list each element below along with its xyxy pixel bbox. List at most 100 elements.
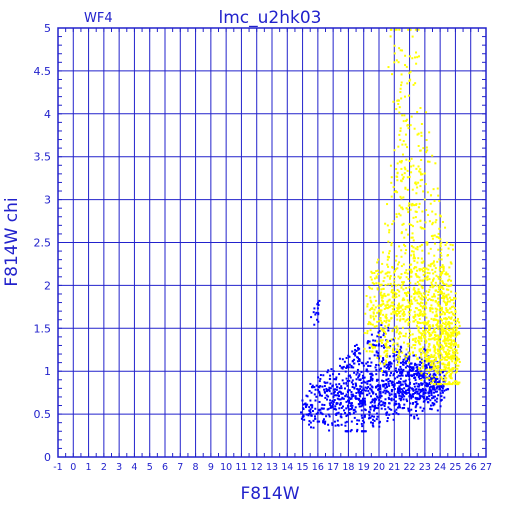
blue-point xyxy=(370,333,373,336)
yellow-point xyxy=(426,275,429,278)
blue-point xyxy=(335,378,338,381)
yellow-point xyxy=(391,285,394,288)
yellow-point xyxy=(415,299,418,302)
yellow-point xyxy=(422,260,425,263)
yellow-point xyxy=(376,356,379,359)
blue-point xyxy=(397,381,400,384)
x-tick-label: 7 xyxy=(177,462,183,473)
blue-point xyxy=(345,366,348,369)
blue-point xyxy=(341,405,344,408)
yellow-point xyxy=(443,323,446,326)
yellow-point xyxy=(415,266,418,269)
yellow-point xyxy=(439,313,442,316)
yellow-point xyxy=(434,289,437,292)
yellow-point xyxy=(418,292,421,295)
yellow-point xyxy=(396,175,399,178)
blue-point xyxy=(350,402,353,405)
yellow-point xyxy=(416,220,419,223)
blue-point xyxy=(416,397,419,400)
yellow-point xyxy=(437,352,440,355)
blue-point xyxy=(442,383,445,386)
blue-point xyxy=(415,374,418,377)
blue-point xyxy=(416,390,419,393)
yellow-point xyxy=(416,358,419,361)
blue-point xyxy=(414,388,417,391)
yellow-point xyxy=(411,225,414,228)
blue-point xyxy=(398,374,401,377)
yellow-point xyxy=(438,286,441,289)
yellow-point xyxy=(445,241,448,244)
yellow-point xyxy=(369,314,372,317)
yellow-point xyxy=(377,304,380,307)
blue-point xyxy=(403,406,406,409)
blue-point xyxy=(375,412,378,415)
yellow-point xyxy=(425,151,428,154)
blue-point xyxy=(328,378,331,381)
yellow-point xyxy=(398,331,401,334)
yellow-point xyxy=(434,357,437,360)
yellow-point xyxy=(421,349,424,352)
blue-point xyxy=(314,313,317,316)
yellow-point xyxy=(423,336,426,339)
yellow-point xyxy=(430,299,433,302)
yellow-point xyxy=(434,270,437,273)
yellow-point xyxy=(447,293,450,296)
yellow-point xyxy=(416,269,419,272)
blue-point xyxy=(415,400,418,403)
blue-point xyxy=(368,340,371,343)
blue-point xyxy=(350,391,353,394)
blue-point xyxy=(407,375,410,378)
yellow-point xyxy=(387,265,390,268)
yellow-point xyxy=(435,219,438,222)
blue-point xyxy=(440,395,443,398)
blue-point xyxy=(418,394,421,397)
blue-point xyxy=(372,425,375,428)
blue-point xyxy=(420,362,423,365)
yellow-point xyxy=(412,216,415,219)
yellow-point xyxy=(396,307,399,310)
yellow-point xyxy=(451,331,454,334)
blue-point xyxy=(427,362,430,365)
blue-point xyxy=(336,392,339,395)
blue-point xyxy=(375,373,378,376)
yellow-point xyxy=(432,378,435,381)
blue-point xyxy=(404,382,407,385)
yellow-point xyxy=(445,344,448,347)
yellow-point xyxy=(445,359,448,362)
yellow-point xyxy=(454,292,457,295)
yellow-point xyxy=(443,317,446,320)
yellow-point xyxy=(432,319,435,322)
yellow-point xyxy=(379,313,382,316)
yellow-point xyxy=(425,302,428,305)
blue-point xyxy=(396,387,399,390)
yellow-point xyxy=(405,276,408,279)
blue-point xyxy=(371,343,374,346)
yellow-point xyxy=(436,187,439,190)
yellow-point xyxy=(395,310,398,313)
blue-point xyxy=(329,404,332,407)
yellow-point xyxy=(448,361,451,364)
blue-point xyxy=(424,384,427,387)
yellow-point xyxy=(424,294,427,297)
blue-point xyxy=(412,366,415,369)
blue-point xyxy=(425,366,428,369)
yellow-point xyxy=(396,318,399,321)
blue-point xyxy=(388,407,391,410)
yellow-point xyxy=(428,131,431,134)
blue-point xyxy=(410,367,413,370)
blue-point xyxy=(405,389,408,392)
blue-point xyxy=(317,304,320,307)
yellow-point xyxy=(437,300,440,303)
blue-point xyxy=(395,402,398,405)
yellow-point xyxy=(454,343,457,346)
blue-point xyxy=(370,389,373,392)
blue-point xyxy=(436,390,439,393)
y-tick-label: 3 xyxy=(44,194,51,207)
yellow-point xyxy=(438,284,441,287)
x-tick-label: 8 xyxy=(193,462,199,473)
yellow-point xyxy=(441,324,444,327)
yellow-point xyxy=(454,335,457,338)
yellow-point xyxy=(456,352,459,355)
blue-point xyxy=(378,343,381,346)
yellow-point xyxy=(439,383,442,386)
